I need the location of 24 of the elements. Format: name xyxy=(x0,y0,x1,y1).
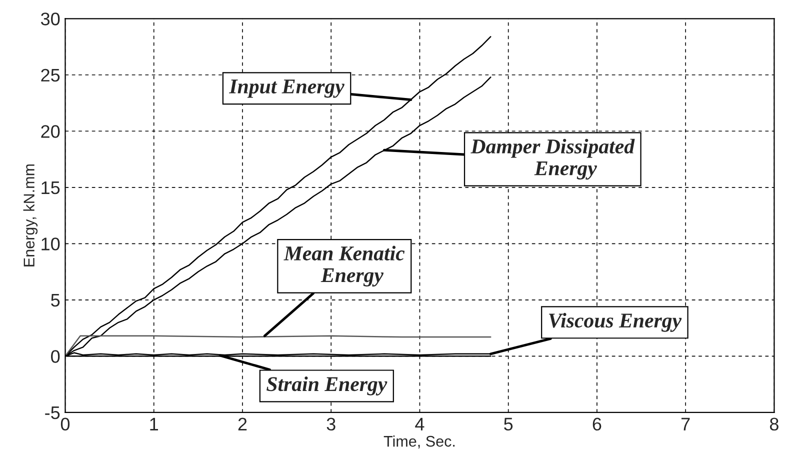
x-tick-label: 3 xyxy=(326,418,336,431)
y-tick-label: 20 xyxy=(41,125,60,138)
y-tick-label: -5 xyxy=(45,406,60,420)
x-tick-label: 5 xyxy=(504,418,513,431)
annotation: Damper Dissipated Energy xyxy=(470,138,635,180)
y-axis-title: Energy, kN.mm xyxy=(23,164,38,266)
y-tick-label: 10 xyxy=(42,238,60,250)
x-tick-label: 2 xyxy=(238,418,247,430)
annotation: Input Energy xyxy=(228,80,344,98)
annotation: Strain Energy xyxy=(266,376,388,396)
x-tick-label: 7 xyxy=(681,418,690,430)
annotation: Mean Kenatic Energy xyxy=(284,246,405,287)
annotation: Viscous Energy xyxy=(549,312,682,332)
y-tick-label: 30 xyxy=(40,12,60,26)
x-tick-label: 6 xyxy=(592,418,602,431)
x-tick-label: 8 xyxy=(770,418,778,431)
y-tick-label: 5 xyxy=(51,294,60,307)
y-tick-label: 0 xyxy=(51,350,60,363)
y-tick-label: 25 xyxy=(41,68,60,82)
x-tick-label: 4 xyxy=(415,418,424,430)
x-axis-title: Time, Sec. xyxy=(384,435,455,449)
x-tick-label: 0 xyxy=(60,418,70,431)
x-tick-label: 1 xyxy=(150,418,158,430)
y-tick-label: 15 xyxy=(42,182,60,194)
